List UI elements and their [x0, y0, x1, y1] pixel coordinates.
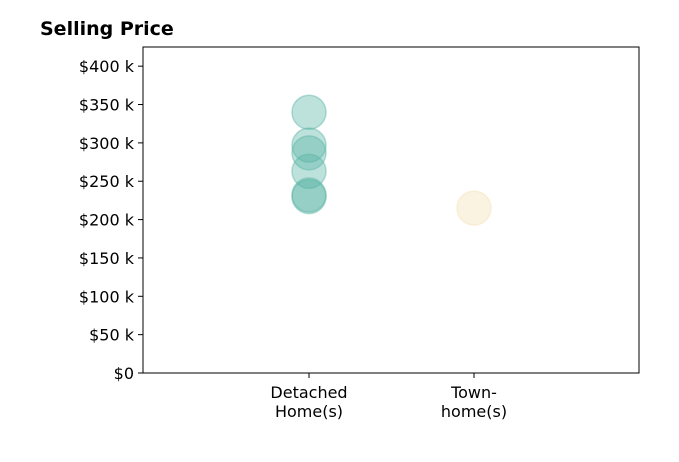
y-axis: $0 $50 k $100 k $150 k $200 k $250 k $300 k $35… — [79, 57, 143, 383]
data-point — [456, 190, 492, 226]
y-tick-label: $100 k — [79, 287, 135, 306]
data-point — [291, 178, 327, 215]
data-points — [291, 94, 492, 226]
data-point — [291, 135, 327, 171]
chart-title: Selling Price — [40, 18, 174, 40]
x-category-label: Town- — [450, 383, 497, 402]
data-point — [291, 127, 327, 163]
y-tick-label: $400 k — [79, 57, 135, 76]
y-tick-label: $50 k — [89, 326, 135, 345]
x-category-label: Home(s) — [275, 402, 343, 421]
x-category-label: Detached — [270, 383, 347, 402]
plot-frame — [142, 46, 640, 374]
x-category-label: home(s) — [441, 402, 507, 421]
y-tick-label: $0 — [114, 364, 134, 383]
data-point — [291, 177, 327, 213]
y-tick-label: $150 k — [79, 249, 135, 268]
data-point — [291, 153, 327, 190]
y-tick-label: $250 k — [79, 172, 135, 191]
y-tick-label: $350 k — [79, 96, 135, 115]
y-tick-label: $200 k — [79, 211, 135, 230]
y-tick-label: $300 k — [79, 134, 135, 153]
data-point — [291, 94, 327, 130]
